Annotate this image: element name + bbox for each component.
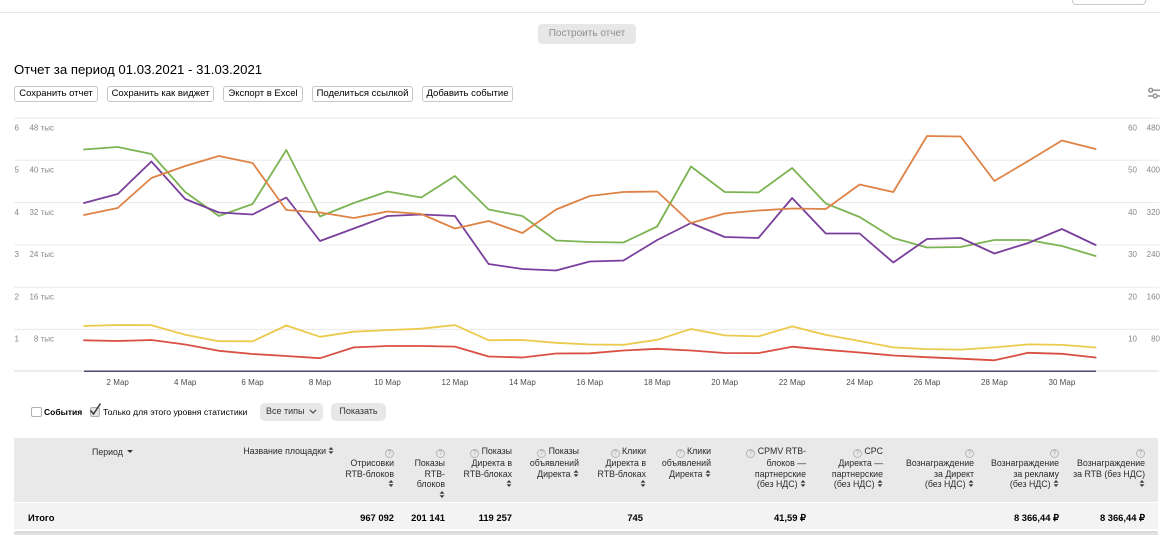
svg-text:40: 40 (1128, 208, 1137, 217)
svg-text:400: 400 (1147, 166, 1161, 175)
svg-text:26 Мар: 26 Мар (914, 378, 941, 387)
svg-text:32 тыс: 32 тыс (29, 208, 54, 217)
svg-text:16 тыс: 16 тыс (29, 292, 54, 301)
svg-text:160: 160 (1147, 292, 1161, 301)
svg-text:10 Мар: 10 Мар (374, 378, 401, 387)
svg-text:6: 6 (15, 124, 20, 133)
svg-text:24 тыс: 24 тыс (29, 250, 54, 259)
svg-text:50: 50 (1128, 166, 1137, 175)
svg-text:80: 80 (1151, 335, 1160, 344)
svg-text:18 Мар: 18 Мар (644, 378, 671, 387)
svg-text:30: 30 (1128, 250, 1137, 259)
svg-text:240: 240 (1147, 250, 1161, 259)
svg-text:10: 10 (1128, 335, 1137, 344)
svg-text:2: 2 (15, 292, 20, 301)
svg-text:3: 3 (15, 250, 20, 259)
svg-text:4: 4 (15, 208, 20, 217)
svg-text:20: 20 (1128, 292, 1137, 301)
svg-text:5: 5 (15, 166, 20, 175)
svg-text:16 Мар: 16 Мар (576, 378, 603, 387)
svg-text:30 Мар: 30 Мар (1049, 378, 1076, 387)
svg-text:480: 480 (1147, 124, 1161, 133)
svg-text:22 Мар: 22 Мар (779, 378, 806, 387)
svg-text:24 Мар: 24 Мар (846, 378, 873, 387)
svg-text:4 Мар: 4 Мар (174, 378, 197, 387)
svg-text:8 Мар: 8 Мар (309, 378, 332, 387)
svg-text:60: 60 (1128, 124, 1137, 133)
svg-text:12 Мар: 12 Мар (442, 378, 469, 387)
svg-text:6 Мар: 6 Мар (241, 378, 264, 387)
svg-text:2 Мар: 2 Мар (107, 378, 130, 387)
svg-text:28 Мар: 28 Мар (981, 378, 1008, 387)
svg-text:14 Мар: 14 Мар (509, 378, 536, 387)
svg-text:20 Мар: 20 Мар (711, 378, 738, 387)
svg-text:40 тыс: 40 тыс (29, 166, 54, 175)
svg-text:320: 320 (1147, 208, 1161, 217)
svg-text:8 тыс: 8 тыс (34, 335, 54, 344)
svg-text:48 тыс: 48 тыс (29, 124, 54, 133)
svg-text:1: 1 (15, 335, 20, 344)
